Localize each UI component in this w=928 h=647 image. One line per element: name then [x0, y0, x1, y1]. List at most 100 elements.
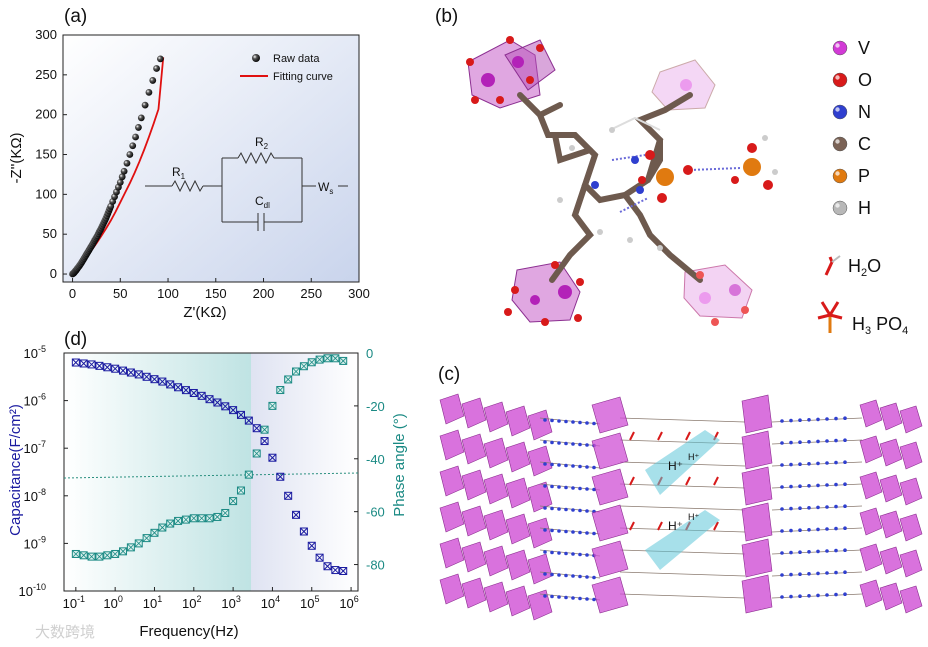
raw-data-point [116, 179, 124, 186]
n-atom [585, 421, 589, 425]
atom-key-label: C [858, 134, 871, 154]
nyquist-y-tick-label: 300 [35, 27, 57, 42]
n-atom [585, 509, 589, 513]
nyquist-y-tick-label: 0 [50, 266, 57, 281]
nyquist-x-tick-label: 50 [113, 286, 127, 301]
n-atom [789, 572, 793, 577]
vo-polyhedron [859, 399, 883, 428]
linker-strand [619, 571, 746, 577]
vo-polyhedron [505, 585, 531, 617]
n-atom [789, 506, 793, 511]
n-atom [578, 486, 582, 491]
capacitance-point [181, 386, 190, 395]
n-atom [578, 464, 582, 469]
capacitance-point [315, 553, 324, 562]
vo-polyhedron [741, 394, 773, 434]
n-atom [592, 575, 596, 580]
n-atom [571, 442, 575, 446]
n-atom [843, 592, 847, 596]
capacitance-point [87, 360, 96, 369]
vo-polyhedron [439, 501, 465, 533]
n-atom [571, 420, 575, 424]
atom-marker [832, 168, 848, 184]
vo-polyhedron [439, 393, 465, 425]
n-atom [585, 597, 589, 601]
n-atom [780, 485, 784, 489]
n-atom [550, 572, 554, 577]
raw-data-point [120, 167, 128, 175]
n-atom [564, 551, 568, 556]
n-atom [557, 507, 561, 511]
n-atom [557, 595, 561, 599]
phase-point [213, 512, 222, 521]
capacitance-point [268, 453, 277, 462]
vo-polyhedron [505, 405, 531, 437]
vo-polyhedron [899, 405, 923, 434]
water-key: H2O [824, 255, 881, 279]
n-atom [825, 483, 829, 487]
vo-polyhedron [879, 474, 903, 503]
bode-y-right-tick-label: 0 [366, 346, 373, 361]
molecule-atoms [466, 36, 778, 326]
n-atom [585, 531, 589, 535]
n-atom [816, 461, 820, 466]
atom-marker [832, 104, 848, 120]
atom-marker [832, 72, 848, 88]
n-atom [557, 573, 561, 577]
vo-polyhedron [879, 438, 903, 467]
vo-polyhedron [461, 469, 487, 501]
phase-point [150, 528, 159, 537]
n-atom [834, 438, 838, 443]
circuit-r2-label: R2 [255, 135, 269, 151]
vo-polyhedron [461, 505, 487, 537]
phase-point [315, 355, 324, 364]
n-atom [571, 464, 575, 468]
bode-y-left-tick-label: 10-10 [19, 582, 46, 599]
nyquist-raw-points [69, 55, 164, 278]
phosphoric-acid-label: H3 PO4 [852, 314, 908, 337]
phase-point [119, 547, 128, 556]
capacitance-point [276, 472, 285, 481]
n-atom [843, 460, 847, 465]
capacitance-point [79, 359, 88, 368]
n-atom [807, 462, 811, 466]
hydrogen-bonds [611, 154, 741, 213]
vo-polyhedron [505, 477, 531, 509]
vo-polyhedron [859, 507, 883, 536]
proton-label-2: H⁺ [688, 452, 699, 462]
vo-polyhedron [511, 261, 581, 323]
vo-polyhedron [741, 574, 773, 614]
phase-point [331, 354, 340, 363]
proton-channel-plane-top [645, 430, 720, 495]
vo-polyhedron [899, 585, 923, 614]
n-atom [592, 421, 596, 426]
framework-illustration: H⁺ H⁺ H⁺ H⁺ [439, 393, 923, 621]
n-atom [564, 485, 568, 490]
n-atom [780, 551, 784, 555]
n-atom [578, 596, 582, 601]
vo-polyhedron [439, 429, 465, 461]
n-atom [564, 441, 568, 446]
raw-data-point [141, 101, 149, 109]
capacitance-point [166, 380, 175, 389]
n-atom [843, 438, 847, 443]
phase-point [276, 386, 285, 395]
capacitance-point [174, 383, 183, 392]
vo-polyhedra-center [591, 394, 773, 614]
n-atom [789, 440, 793, 445]
linker-strand [619, 505, 746, 511]
water-molecule [713, 521, 719, 531]
watermark-text: 大数跨境 [35, 623, 95, 641]
n-atom [780, 463, 784, 467]
linker-strand [619, 549, 746, 555]
vo-polyhedron [483, 509, 509, 541]
linker-strand [539, 571, 601, 579]
nyquist-x-tick-label: 250 [300, 286, 322, 301]
water-molecule [657, 431, 663, 441]
n-atom [780, 507, 784, 511]
n-atom [585, 553, 589, 557]
nyquist-chart: 0 50 100 150 200 250 300 0 50 100 150 200 250 300 Z'(… [8, 27, 370, 321]
n-atom [807, 506, 811, 510]
n-atom [585, 465, 589, 469]
